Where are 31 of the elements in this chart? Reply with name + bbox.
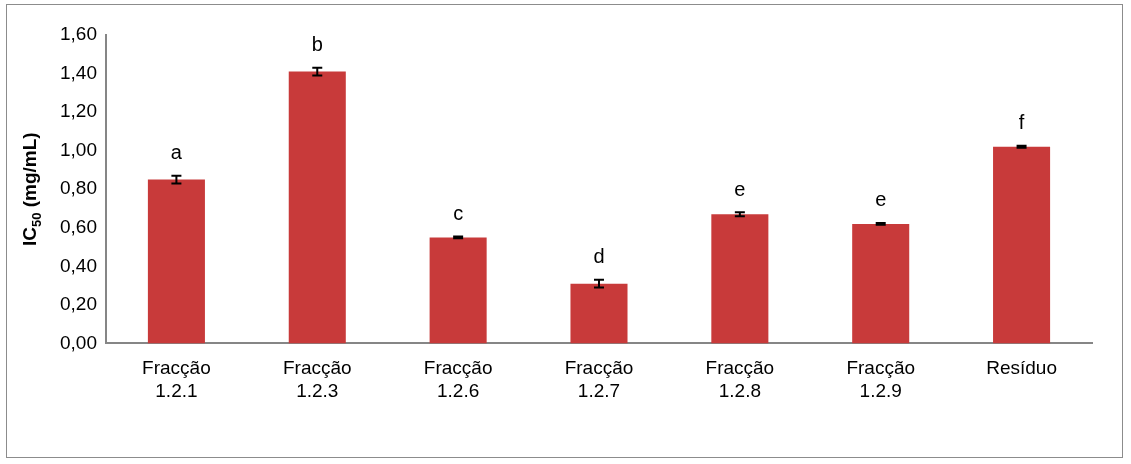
x-tick-label: Fracção 1.2.1 (142, 357, 211, 401)
x-tick-label: Fracção 1.2.7 (564, 357, 634, 401)
y-tick-label: 0,60 (60, 215, 97, 237)
y-tick-label: 1,40 (60, 61, 97, 83)
y-tick-label: 0,40 (60, 254, 97, 276)
y-tick-label: 1,00 (60, 138, 97, 160)
annotation: a (170, 141, 183, 164)
bar (570, 283, 628, 344)
annotation: b (311, 33, 323, 56)
annotation: f (1018, 111, 1025, 134)
bar (711, 214, 769, 344)
y-tick-label: 0,20 (60, 293, 97, 315)
x-tick-label: Resíduo (986, 357, 1057, 379)
annotation: c (453, 201, 464, 224)
annotation: d (593, 245, 605, 268)
y-tick-label: 0,00 (60, 331, 97, 353)
x-tick-label: Fracção 1.2.8 (705, 357, 775, 401)
bar (993, 146, 1051, 344)
bar (288, 71, 346, 344)
bar (429, 237, 487, 344)
annotation: e (875, 188, 887, 211)
y-tick-label: 0,80 (60, 177, 97, 199)
x-tick-label: Fracção 1.2.3 (282, 357, 352, 401)
y-tick-label: 1,60 (60, 23, 97, 45)
bar (147, 179, 205, 344)
bar (852, 223, 910, 344)
x-tick-label: Fracção 1.2.6 (423, 357, 493, 401)
annotation: e (734, 177, 746, 200)
y-axis-title: IC50 (mg/mL) (19, 132, 44, 247)
y-tick-label: 1,20 (60, 100, 97, 122)
x-tick-label: Fracção 1.2.9 (846, 357, 916, 401)
